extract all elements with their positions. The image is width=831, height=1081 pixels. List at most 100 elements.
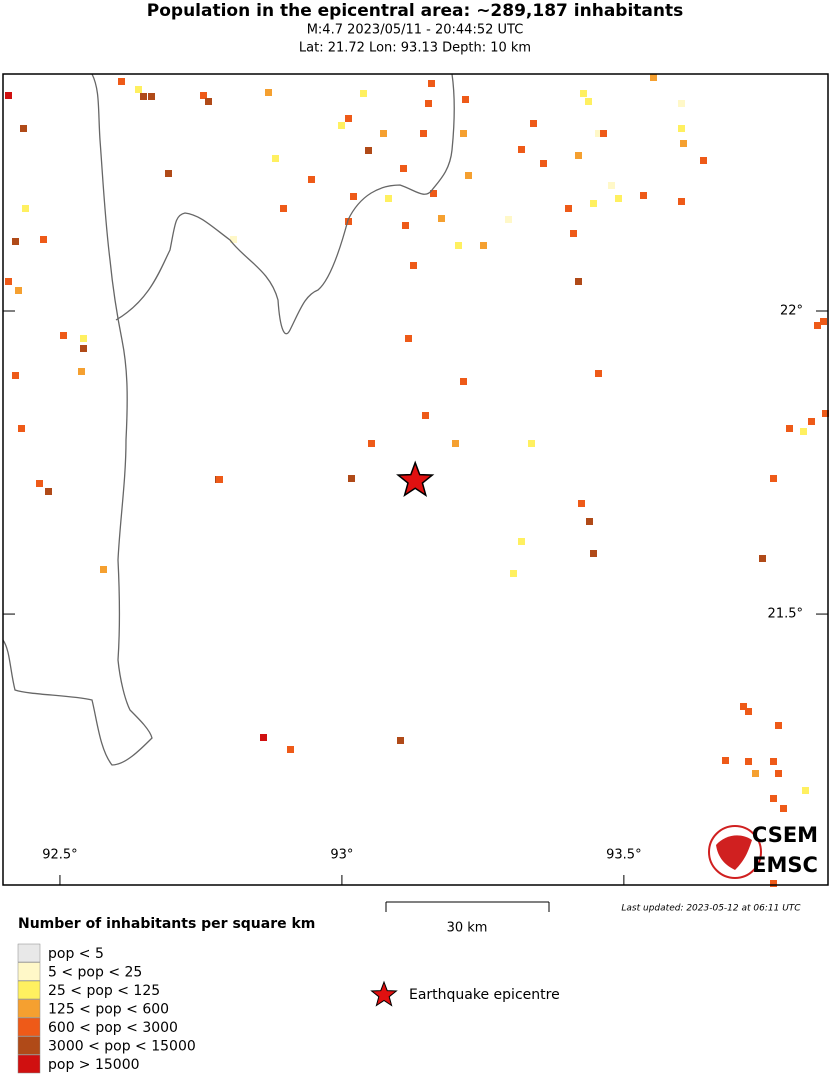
legend-label: 5 < pop < 25 [48, 965, 142, 981]
legend-label: 125 < pop < 600 [48, 1002, 169, 1018]
map-border [2, 73, 829, 886]
legend-label: 25 < pop < 125 [48, 983, 160, 999]
population-cell [615, 195, 622, 202]
population-cell [400, 165, 407, 172]
population-cell [78, 368, 85, 375]
population-cell [425, 100, 432, 107]
population-cell [465, 172, 472, 179]
population-cell [518, 146, 525, 153]
population-cell [678, 100, 685, 107]
population-cell [510, 570, 517, 577]
population-cell [580, 90, 587, 97]
population-cell [140, 93, 147, 100]
coastline [115, 73, 455, 335]
population-cell [700, 157, 707, 164]
coastline [2, 73, 153, 766]
population-cell [570, 230, 577, 237]
population-cell [410, 262, 417, 269]
population-cell [265, 89, 272, 96]
population-cell [230, 236, 237, 243]
x-tick-label: 93° [330, 848, 353, 863]
population-cell [345, 115, 352, 122]
epicenter [396, 460, 435, 498]
population-cell [118, 78, 125, 85]
population-cell [775, 770, 782, 777]
population-cell [745, 758, 752, 765]
population-cell [722, 757, 729, 764]
population-cell [438, 215, 445, 222]
population-cell [15, 287, 22, 294]
population-cell [260, 734, 267, 741]
population-cell [5, 92, 12, 99]
population-cell [770, 758, 777, 765]
population-cell [60, 332, 67, 339]
population-cell [540, 160, 547, 167]
population-cell [45, 488, 52, 495]
population-cell [590, 200, 597, 207]
population-cell [678, 198, 685, 205]
population-cell [20, 125, 27, 132]
population-cell [360, 90, 367, 97]
population-cell [5, 278, 12, 285]
population-cell [800, 428, 807, 435]
legend-label: 3000 < pop < 15000 [48, 1039, 196, 1055]
subtitle: Lat: 21.72 Lon: 93.13 Depth: 10 km [299, 41, 531, 56]
population-cell [505, 216, 512, 223]
population-cell [565, 205, 572, 212]
population-cell [380, 130, 387, 137]
population-cell [135, 86, 142, 93]
population-cell [350, 193, 357, 200]
population-cell [280, 205, 287, 212]
y-tick-label: 22° [780, 303, 803, 318]
population-cell [518, 538, 525, 545]
population-cell [460, 378, 467, 385]
population-cell [575, 152, 582, 159]
population-cell [365, 147, 372, 154]
population-cell [100, 566, 107, 573]
population-cell [640, 192, 647, 199]
population-cell [402, 222, 409, 229]
population-cell [745, 708, 752, 715]
population-cell [40, 236, 47, 243]
population-cell [287, 746, 294, 753]
population-cell [752, 770, 759, 777]
population-cell [338, 122, 345, 129]
population-cell [528, 440, 535, 447]
population-cell [348, 475, 355, 482]
population-cell [200, 92, 207, 99]
population-cell [586, 518, 593, 525]
population-cell [680, 140, 687, 147]
scale-label: 30 km [447, 921, 488, 936]
population-cell [600, 130, 607, 137]
population-cell [205, 98, 212, 105]
population-cell [272, 155, 279, 162]
logo-text: EMSC [752, 853, 818, 877]
updated: Last updated: 2023-05-12 at 06:11 UTC [621, 904, 801, 914]
population-cell [385, 195, 392, 202]
x-tick-label: 93.5° [606, 848, 641, 863]
population-cell [585, 98, 592, 105]
legend-label: pop < 5 [48, 946, 104, 962]
population-cell [770, 475, 777, 482]
logo: CSEM EMSC [708, 823, 818, 879]
population-cell [814, 322, 821, 329]
x-tick-label: 92.5° [42, 848, 77, 863]
population-cell [420, 130, 427, 137]
legend-swatch [17, 1017, 41, 1037]
legend-swatch [17, 980, 41, 1000]
legend-swatch [17, 1054, 41, 1074]
population-cell [80, 335, 87, 342]
logo-text: CSEM [752, 823, 818, 847]
population-cell [308, 176, 315, 183]
legend-label: Earthquake epicentre [409, 987, 560, 1003]
logo-shape [716, 835, 752, 870]
legend-swatch [17, 962, 41, 981]
population-cell [590, 550, 597, 557]
population-cell [462, 96, 469, 103]
legend-star [370, 980, 398, 1007]
population-cell [428, 80, 435, 87]
population-cell [430, 190, 437, 197]
population-cell [455, 242, 462, 249]
legend-label: 600 < pop < 3000 [48, 1020, 178, 1036]
